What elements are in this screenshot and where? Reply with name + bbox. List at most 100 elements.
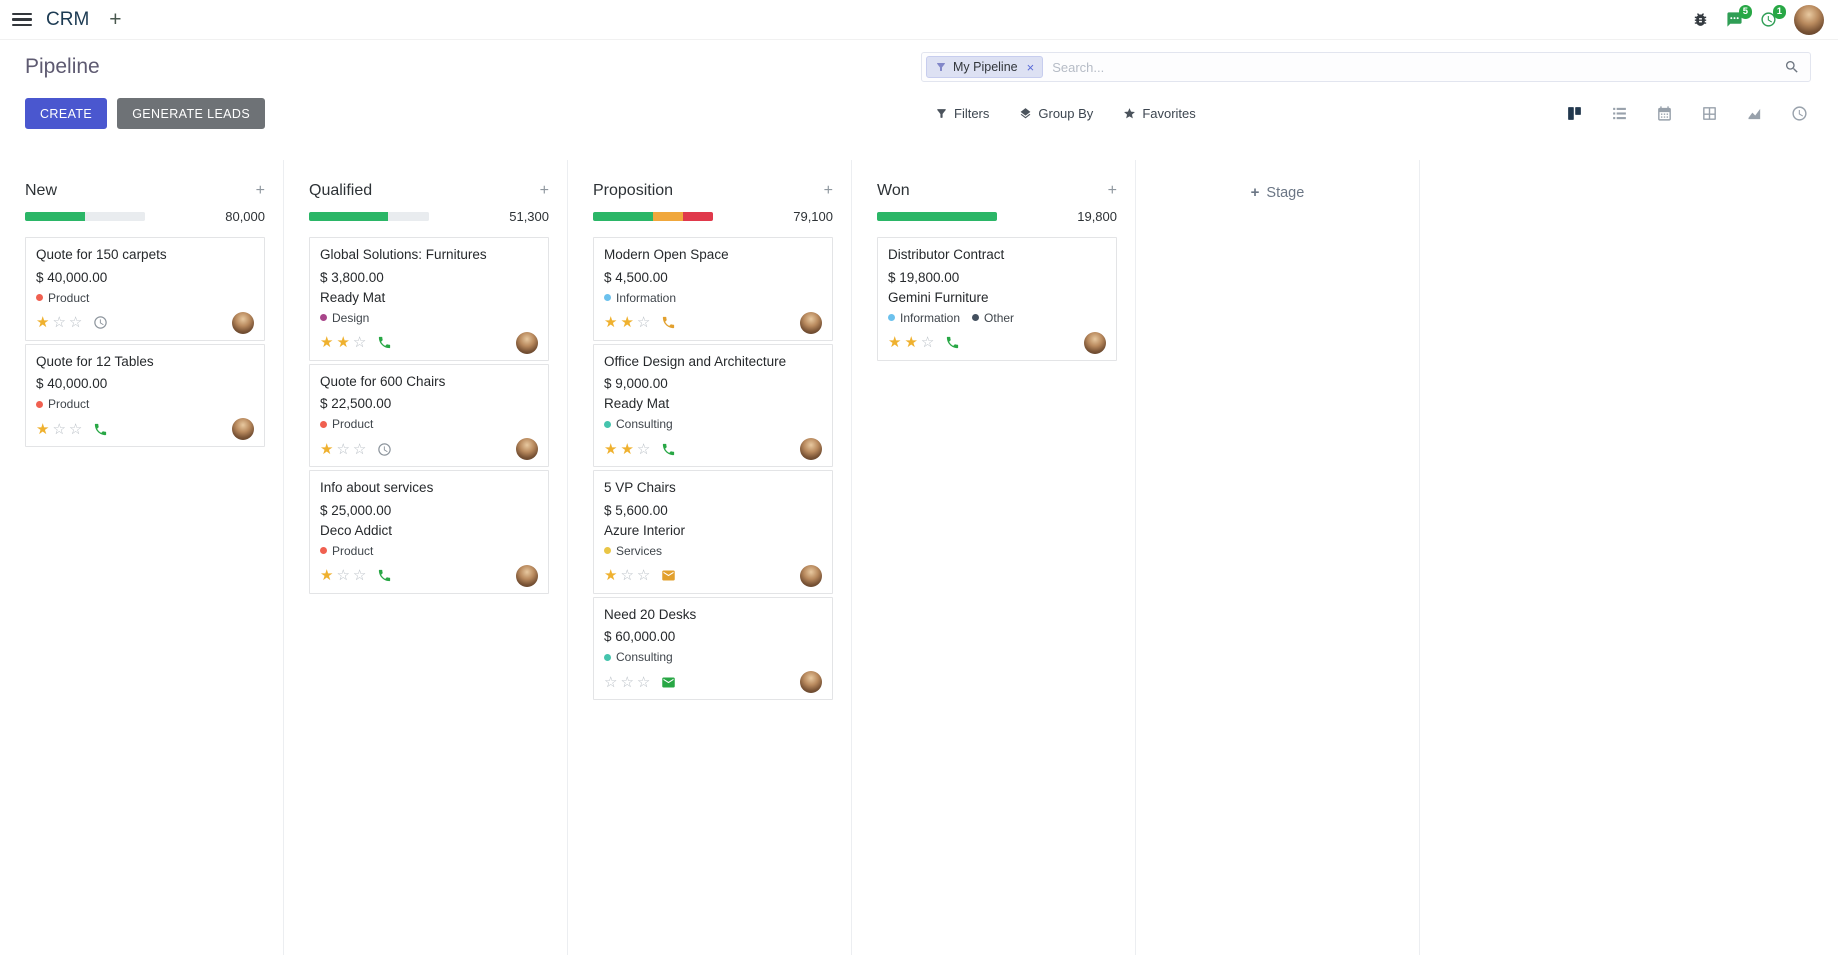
assignee-avatar[interactable] bbox=[232, 418, 254, 441]
view-calendar-button[interactable] bbox=[1656, 105, 1673, 122]
star-empty-icon[interactable]: ☆ bbox=[636, 439, 651, 458]
assignee-avatar[interactable] bbox=[800, 311, 822, 334]
star-empty-icon[interactable]: ☆ bbox=[920, 333, 935, 352]
star-filled-icon[interactable]: ★ bbox=[320, 566, 334, 585]
star-filled-icon[interactable]: ★ bbox=[904, 333, 918, 352]
progress-segment-gray[interactable] bbox=[85, 212, 145, 221]
kanban-card[interactable]: Global Solutions: Furnitures $ 3,800.00 … bbox=[309, 237, 549, 361]
column-progressbar[interactable] bbox=[309, 212, 429, 221]
column-progressbar[interactable] bbox=[877, 212, 997, 221]
phone-icon[interactable] bbox=[661, 315, 676, 330]
phone-icon[interactable] bbox=[93, 422, 108, 437]
column-title[interactable]: Qualified bbox=[309, 182, 373, 199]
view-pivot-button[interactable] bbox=[1701, 105, 1718, 122]
clock-icon[interactable] bbox=[377, 442, 392, 457]
phone-icon[interactable] bbox=[945, 335, 960, 350]
column-title[interactable]: New bbox=[25, 182, 58, 199]
star-filled-icon[interactable]: ★ bbox=[604, 313, 618, 332]
view-graph-button[interactable] bbox=[1746, 105, 1763, 122]
search-icon[interactable] bbox=[1784, 59, 1800, 75]
star-empty-icon[interactable]: ☆ bbox=[620, 672, 634, 691]
search-facet[interactable]: My Pipeline × bbox=[926, 56, 1044, 78]
star-empty-icon[interactable]: ☆ bbox=[52, 313, 66, 332]
star-empty-icon[interactable]: ☆ bbox=[636, 313, 651, 332]
column-progressbar[interactable] bbox=[25, 212, 145, 221]
assignee-avatar[interactable] bbox=[516, 438, 538, 461]
assignee-avatar[interactable] bbox=[516, 331, 538, 354]
star-empty-icon[interactable]: ☆ bbox=[636, 672, 651, 691]
facet-remove-icon[interactable]: × bbox=[1026, 59, 1035, 75]
kanban-card[interactable]: Quote for 12 Tables $ 40,000.00 Product … bbox=[25, 343, 265, 448]
kanban-card[interactable]: Quote for 600 Chairs $ 22,500.00 Product… bbox=[309, 363, 549, 468]
phone-icon[interactable] bbox=[377, 335, 392, 350]
star-filled-icon[interactable]: ★ bbox=[320, 333, 334, 352]
star-empty-icon[interactable]: ☆ bbox=[604, 672, 618, 691]
priority-stars[interactable]: ★ ★ ☆ bbox=[320, 335, 369, 350]
kanban-card[interactable]: Office Design and Architecture $ 9,000.0… bbox=[593, 343, 833, 468]
search-bar[interactable]: My Pipeline × Search... bbox=[921, 52, 1811, 82]
envelope-icon[interactable] bbox=[661, 568, 676, 583]
progress-segment-green[interactable] bbox=[25, 212, 85, 221]
star-empty-icon[interactable]: ☆ bbox=[352, 566, 367, 585]
star-empty-icon[interactable]: ☆ bbox=[52, 419, 66, 438]
star-filled-icon[interactable]: ★ bbox=[604, 566, 618, 585]
messages-icon[interactable]: 5 bbox=[1726, 5, 1752, 28]
column-title[interactable]: Proposition bbox=[593, 182, 674, 199]
quick-create-icon[interactable]: + bbox=[1107, 182, 1117, 199]
view-list-button[interactable] bbox=[1611, 105, 1628, 122]
progress-segment-green[interactable] bbox=[309, 212, 389, 221]
star-empty-icon[interactable]: ☆ bbox=[336, 566, 350, 585]
kanban-card[interactable]: Quote for 150 carpets $ 40,000.00 Produc… bbox=[25, 237, 265, 341]
star-filled-icon[interactable]: ★ bbox=[320, 439, 334, 458]
star-empty-icon[interactable]: ☆ bbox=[620, 566, 634, 585]
priority-stars[interactable]: ★ ★ ☆ bbox=[888, 335, 937, 350]
star-filled-icon[interactable]: ★ bbox=[336, 333, 350, 352]
phone-icon[interactable] bbox=[377, 568, 392, 583]
star-empty-icon[interactable]: ☆ bbox=[336, 439, 350, 458]
assignee-avatar[interactable] bbox=[800, 564, 822, 587]
kanban-card[interactable]: 5 VP Chairs $ 5,600.00 Azure Interior Se… bbox=[593, 470, 833, 594]
kanban-card[interactable]: Distributor Contract $ 19,800.00 Gemini … bbox=[877, 237, 1117, 361]
quick-create-icon[interactable]: + bbox=[539, 182, 549, 199]
priority-stars[interactable]: ★ ☆ ☆ bbox=[320, 439, 369, 458]
view-kanban-button[interactable] bbox=[1566, 105, 1583, 122]
priority-stars[interactable]: ★ ★ ☆ bbox=[604, 439, 653, 458]
priority-stars[interactable]: ★ ☆ ☆ bbox=[604, 568, 653, 583]
progress-segment-green[interactable] bbox=[593, 212, 653, 221]
star-empty-icon[interactable]: ☆ bbox=[68, 313, 83, 332]
star-filled-icon[interactable]: ★ bbox=[620, 313, 634, 332]
view-activity-button[interactable] bbox=[1791, 105, 1808, 122]
phone-icon[interactable] bbox=[661, 442, 676, 457]
star-empty-icon[interactable]: ☆ bbox=[352, 439, 367, 458]
assignee-avatar[interactable] bbox=[232, 311, 254, 334]
progress-segment-green[interactable] bbox=[877, 212, 997, 221]
priority-stars[interactable]: ★ ☆ ☆ bbox=[320, 568, 369, 583]
create-button[interactable]: CREATE bbox=[25, 98, 108, 129]
assignee-avatar[interactable] bbox=[516, 564, 538, 587]
debug-icon[interactable] bbox=[1692, 11, 1709, 28]
column-progressbar[interactable] bbox=[593, 212, 713, 221]
clock-icon[interactable] bbox=[93, 315, 108, 330]
star-filled-icon[interactable]: ★ bbox=[36, 313, 50, 332]
kanban-card[interactable]: Info about services $ 25,000.00 Deco Add… bbox=[309, 470, 549, 594]
star-filled-icon[interactable]: ★ bbox=[888, 333, 902, 352]
assignee-avatar[interactable] bbox=[1084, 331, 1106, 354]
user-avatar[interactable] bbox=[1794, 4, 1824, 35]
column-title[interactable]: Won bbox=[877, 182, 910, 199]
apps-menu-icon[interactable] bbox=[10, 7, 34, 33]
envelope-icon[interactable] bbox=[661, 675, 676, 690]
kanban-card[interactable]: Need 20 Desks $ 60,000.00 Consulting ☆ ☆ ☆ bbox=[593, 596, 833, 701]
progress-segment-gray[interactable] bbox=[388, 212, 429, 221]
quick-create-icon[interactable]: + bbox=[255, 182, 265, 199]
app-name[interactable]: CRM bbox=[46, 8, 90, 30]
priority-stars[interactable]: ★ ★ ☆ bbox=[604, 315, 653, 330]
assignee-avatar[interactable] bbox=[800, 671, 822, 694]
star-filled-icon[interactable]: ★ bbox=[620, 439, 634, 458]
activities-icon[interactable]: 1 bbox=[1760, 5, 1786, 28]
star-empty-icon[interactable]: ☆ bbox=[68, 419, 83, 438]
star-filled-icon[interactable]: ★ bbox=[604, 439, 618, 458]
generate-leads-button[interactable]: GENERATE LEADS bbox=[117, 98, 266, 129]
star-empty-icon[interactable]: ☆ bbox=[636, 566, 651, 585]
progress-segment-red[interactable] bbox=[683, 212, 713, 221]
kanban-card[interactable]: Modern Open Space $ 4,500.00 Information… bbox=[593, 237, 833, 341]
